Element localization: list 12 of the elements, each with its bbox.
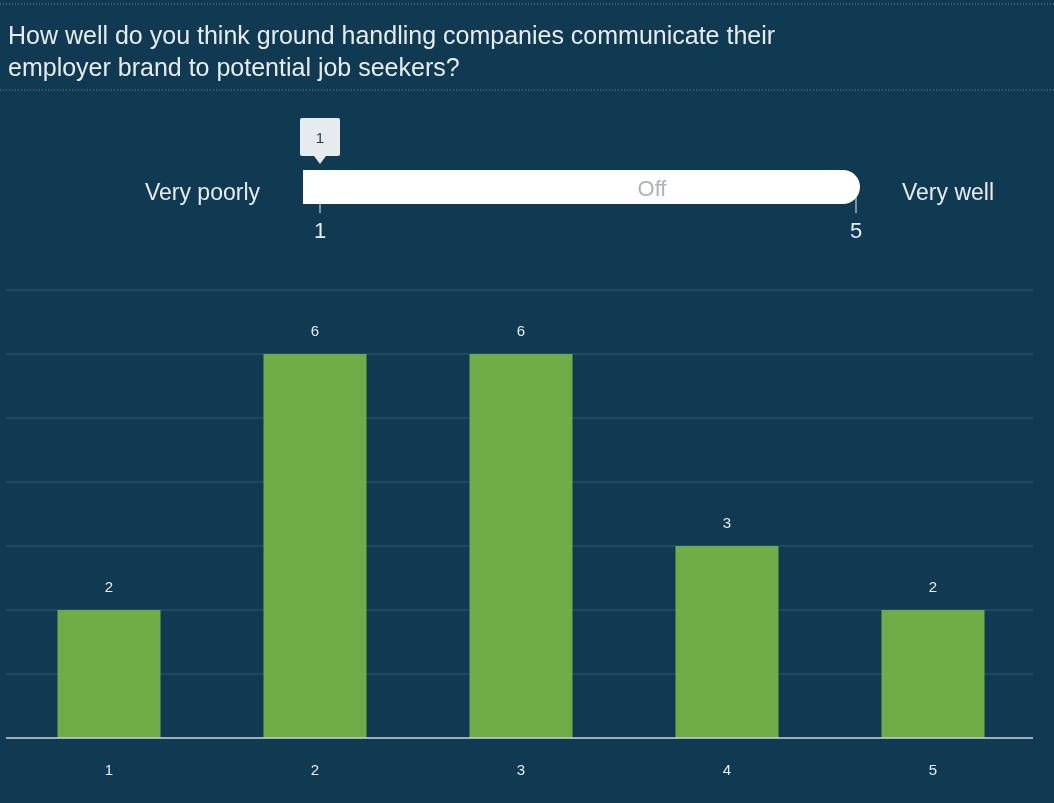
x-tick-label: 4 xyxy=(722,761,732,778)
x-tick-label: 3 xyxy=(516,761,526,778)
chart-title: How well do you think ground handling companies communicate their employer brand to potential job seekers? xyxy=(8,21,776,81)
x-tick-label: 1 xyxy=(104,761,114,778)
data-label: 2 xyxy=(928,578,938,595)
data-label: 2 xyxy=(104,578,114,595)
data-label: 3 xyxy=(722,514,732,531)
x-tick-label: 5 xyxy=(928,761,938,778)
data-label: 6 xyxy=(310,322,320,339)
data-label: 6 xyxy=(516,322,526,339)
x-tick-label: 2 xyxy=(310,761,320,778)
rating-slider: 1 Very poorly Very well 1 5 Off xyxy=(144,118,995,243)
